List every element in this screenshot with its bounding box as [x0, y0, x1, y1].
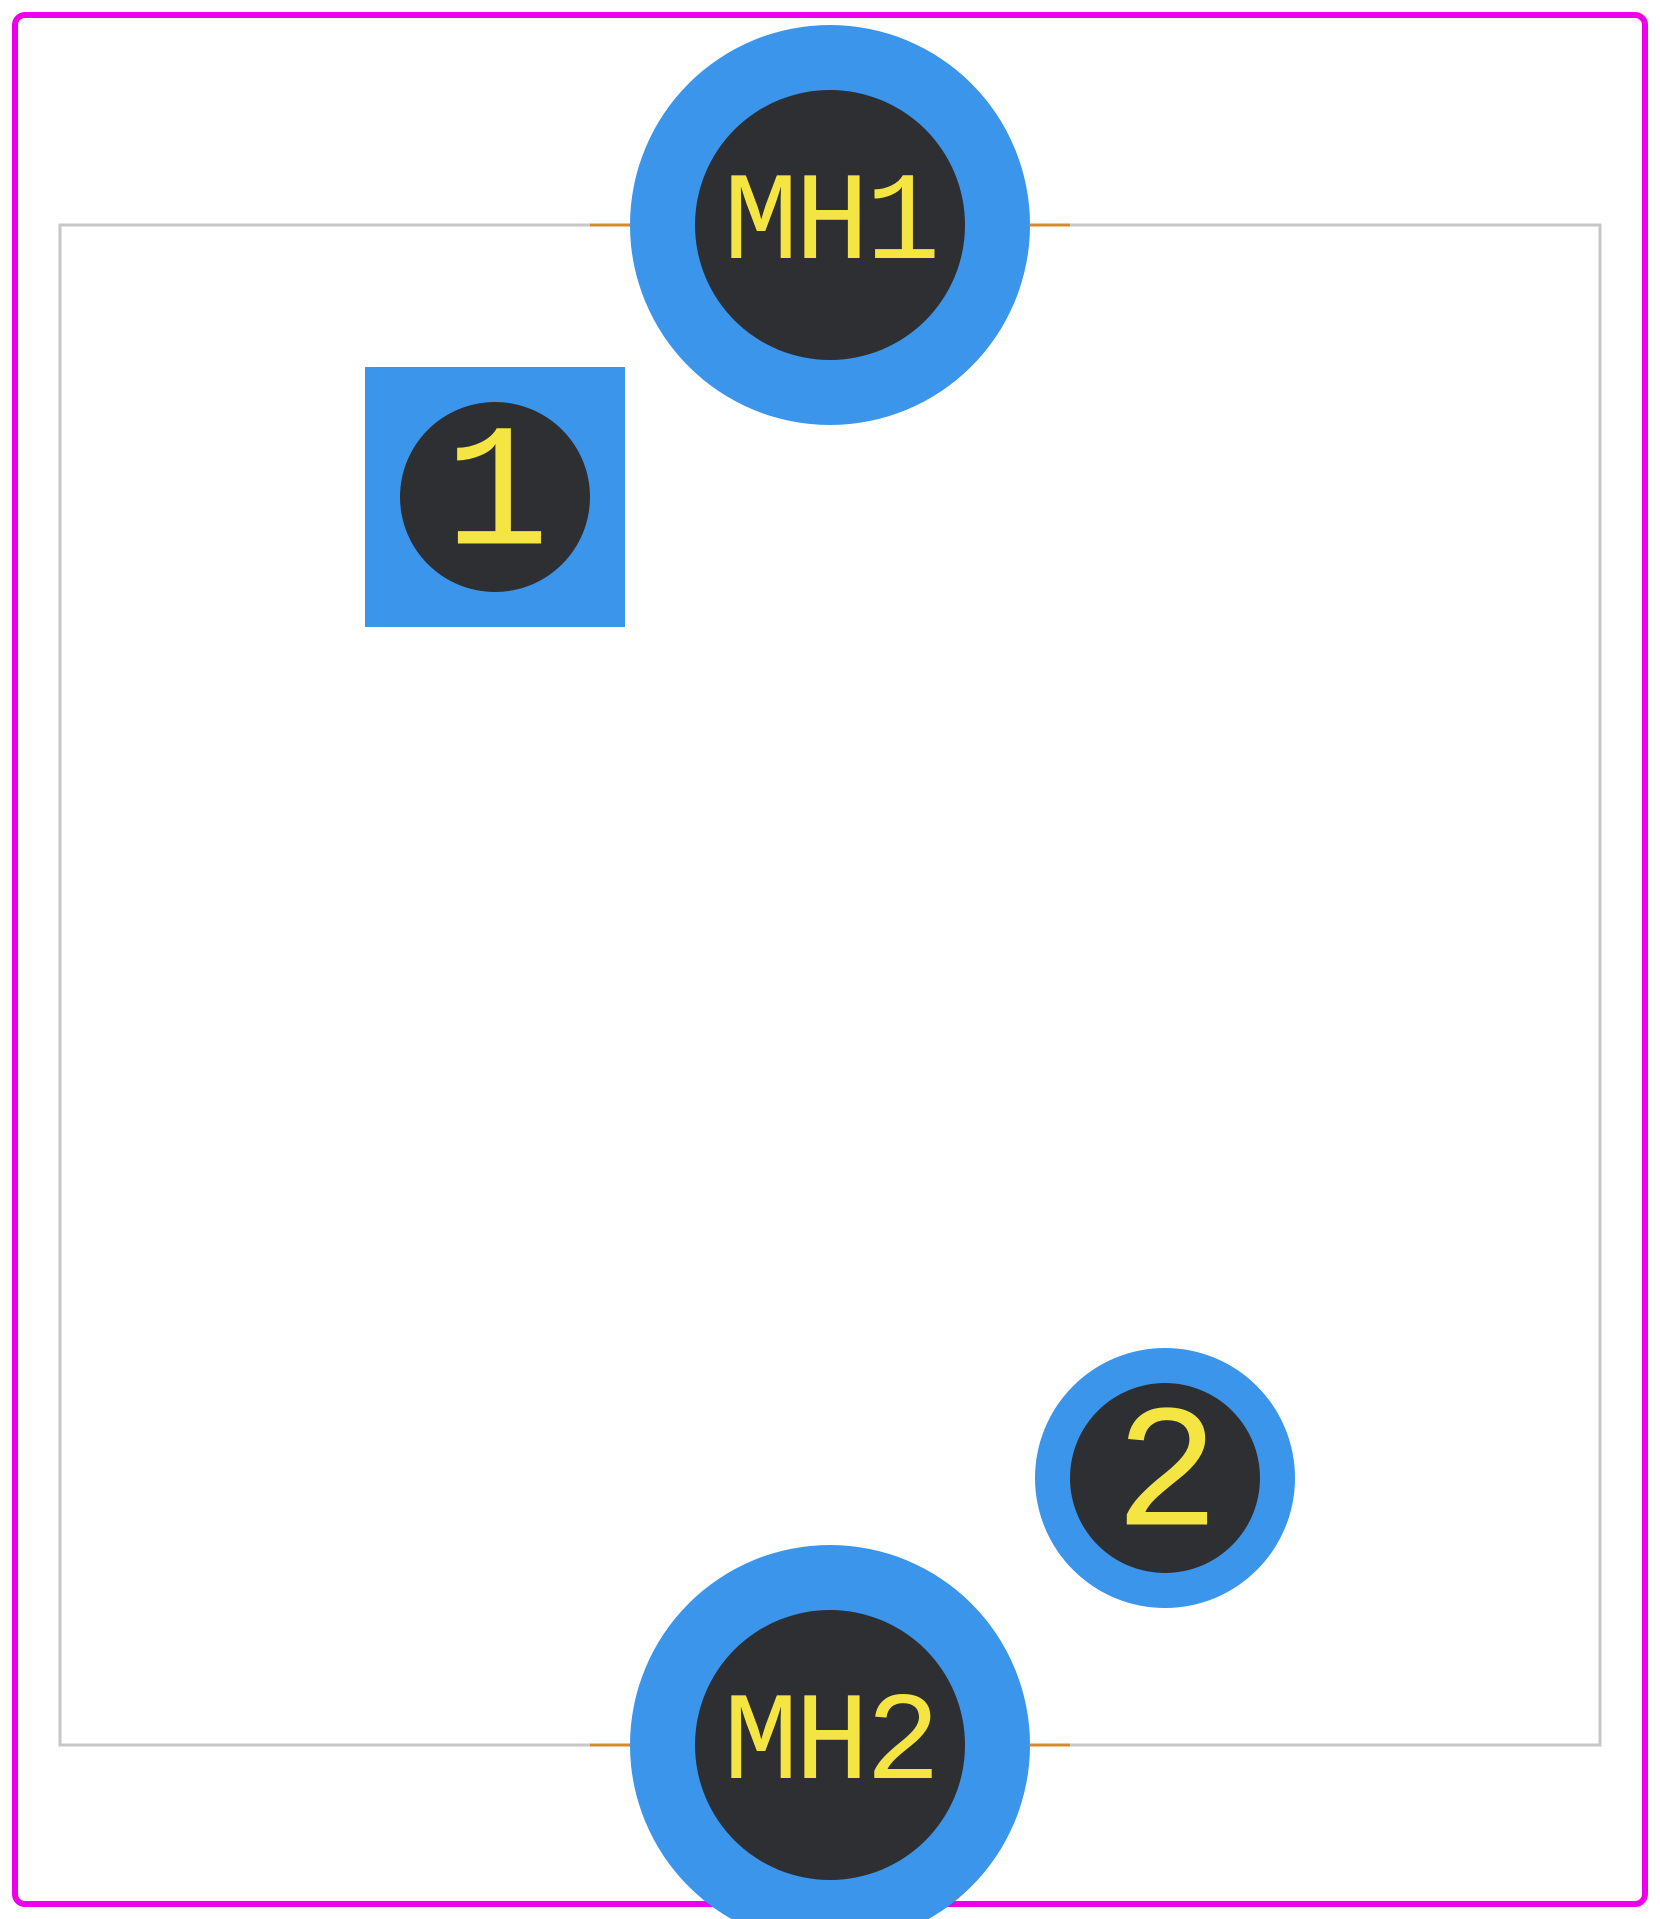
- pad-pin2: 2: [1035, 1348, 1295, 1608]
- pad-mh2-label: MH2: [723, 1674, 936, 1816]
- pcb-footprint-diagram: MH1 1 2 MH2: [0, 0, 1660, 1919]
- pad-mh1-label: MH1: [723, 154, 936, 296]
- pad-pin2-label: 2: [1114, 1379, 1215, 1578]
- pad-pin1: 1: [365, 367, 625, 627]
- pad-pin1-label: 1: [444, 398, 545, 597]
